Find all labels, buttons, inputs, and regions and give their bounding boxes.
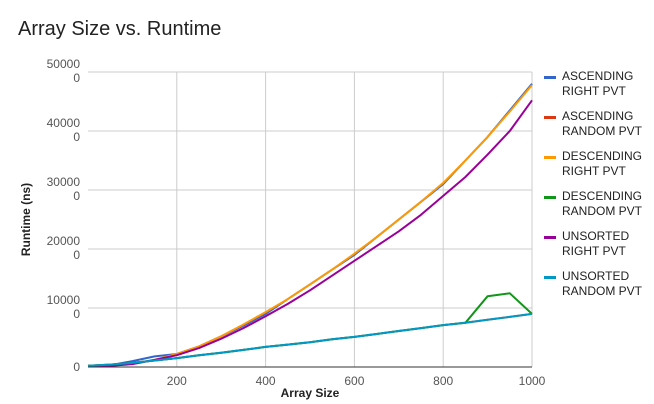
legend-label: UNSORTED RANDOM PVT xyxy=(562,269,643,298)
x-tick-label: 400 xyxy=(256,374,276,388)
legend-swatch xyxy=(544,276,556,279)
x-tick-label: 800 xyxy=(433,374,453,388)
legend-label: DESCENDING RIGHT PVT xyxy=(562,149,642,178)
legend-swatch xyxy=(544,196,556,199)
legend-label: ASCENDING RIGHT PVT xyxy=(562,69,633,98)
axes: 0 10000 0 20000 0 30000 0 40000 0 50000 0 200 400 600… xyxy=(47,57,546,388)
y-tick-label: 20000 0 xyxy=(47,234,81,262)
legend: ASCENDING RIGHT PVT ASCENDING RANDOM PVT DES… xyxy=(544,69,643,298)
legend-swatch xyxy=(544,236,556,239)
gridlines xyxy=(88,71,533,367)
y-tick-label: 30000 0 xyxy=(47,175,81,203)
x-tick-label: 200 xyxy=(167,374,187,388)
chart-title: Array Size vs. Runtime xyxy=(18,18,222,40)
series-line xyxy=(87,312,533,367)
legend-label: DESCENDING RANDOM PVT xyxy=(562,189,643,218)
y-axis-title: Runtime (ns) xyxy=(19,183,33,256)
legend-swatch xyxy=(544,116,556,119)
y-tick-label: 50000 0 xyxy=(47,57,81,85)
legend-swatch xyxy=(544,156,556,159)
series-line xyxy=(87,292,533,367)
y-tick-label: 10000 0 xyxy=(47,293,81,321)
y-tick-label: 0 xyxy=(73,360,80,374)
series-line xyxy=(87,84,533,368)
series-lines xyxy=(87,83,533,368)
x-tick-label: 1000 xyxy=(519,374,546,388)
legend-label: ASCENDING RANDOM PVT xyxy=(562,109,643,138)
y-tick-label: 40000 0 xyxy=(47,116,81,144)
legend-label: UNSORTED RIGHT PVT xyxy=(562,229,629,258)
series-line xyxy=(87,99,533,368)
x-axis-title: Array Size xyxy=(281,386,340,400)
legend-swatch xyxy=(544,76,556,79)
x-tick-label: 600 xyxy=(344,374,364,388)
